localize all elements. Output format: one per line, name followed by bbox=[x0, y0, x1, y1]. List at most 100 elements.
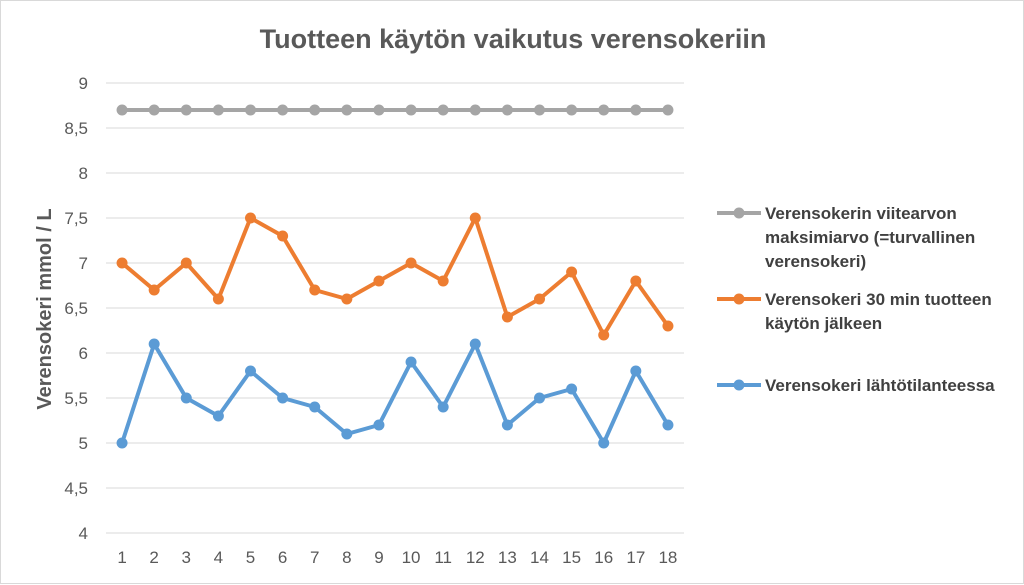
data-point bbox=[341, 428, 353, 440]
data-point bbox=[662, 320, 674, 332]
series-line bbox=[120, 216, 670, 337]
data-point bbox=[212, 293, 224, 305]
data-point bbox=[245, 365, 256, 377]
legend-label: Verensokeri 30 min tuotteen bbox=[765, 290, 992, 309]
data-point bbox=[148, 284, 160, 296]
x-axis-ticks: 1 2 3 4 5 6 7 8 9 10 11 12 13 14 15 16 17 18 bbox=[117, 548, 677, 567]
data-point bbox=[277, 392, 289, 404]
data-point bbox=[501, 311, 513, 323]
data-point bbox=[180, 392, 192, 404]
legend-label: käytön jälkeen bbox=[765, 314, 882, 333]
x-tick-label: 4 bbox=[214, 548, 223, 567]
data-point bbox=[373, 275, 385, 287]
x-tick-label: 14 bbox=[530, 548, 549, 567]
data-point bbox=[405, 257, 417, 269]
data-point bbox=[469, 338, 481, 350]
data-point bbox=[373, 104, 385, 116]
data-point bbox=[598, 437, 610, 449]
y-tick-label: 8,5 bbox=[64, 119, 88, 138]
x-tick-label: 16 bbox=[594, 548, 613, 567]
data-point bbox=[245, 212, 256, 224]
data-point bbox=[277, 230, 289, 242]
data-point bbox=[116, 257, 128, 269]
y-tick-label: 8 bbox=[79, 164, 88, 183]
data-point bbox=[566, 266, 578, 278]
y-tick-label: 5 bbox=[79, 434, 88, 453]
data-point bbox=[180, 104, 192, 116]
data-point bbox=[534, 293, 545, 305]
legend-item: Verensokeri lähtötilanteessa bbox=[717, 376, 995, 395]
data-point bbox=[309, 284, 321, 296]
legend-label: maksimiarvo (=turvallinen bbox=[765, 228, 975, 247]
data-point bbox=[566, 104, 578, 116]
x-tick-label: 15 bbox=[562, 548, 581, 567]
legend-label: verensokeri) bbox=[765, 252, 866, 271]
y-tick-label: 4 bbox=[79, 524, 88, 543]
gridlines bbox=[106, 82, 684, 534]
data-point bbox=[566, 383, 578, 395]
x-tick-label: 3 bbox=[182, 548, 191, 567]
data-point bbox=[469, 104, 481, 116]
data-point bbox=[630, 104, 642, 116]
y-tick-label: 5,5 bbox=[64, 389, 88, 408]
data-point bbox=[309, 104, 321, 116]
legend-item: Verensokerin viitearvon maksimiarvo (=tur… bbox=[717, 204, 975, 271]
series-3 bbox=[116, 338, 674, 449]
chart-title: Tuotteen käytön vaikutus verensokeriin bbox=[260, 24, 767, 54]
series-group bbox=[116, 104, 674, 449]
x-tick-label: 6 bbox=[278, 548, 287, 567]
data-point bbox=[501, 104, 513, 116]
x-tick-label: 7 bbox=[310, 548, 319, 567]
x-tick-label: 18 bbox=[658, 548, 677, 567]
y-tick-label: 7,5 bbox=[64, 209, 88, 228]
series-1 bbox=[116, 104, 674, 116]
x-tick-label: 11 bbox=[434, 548, 452, 567]
x-tick-label: 2 bbox=[149, 548, 158, 567]
x-tick-label: 1 bbox=[117, 548, 126, 567]
data-point bbox=[309, 401, 321, 413]
legend-label: Verensokerin viitearvon bbox=[765, 204, 957, 223]
data-point bbox=[341, 293, 353, 305]
x-tick-label: 13 bbox=[498, 548, 517, 567]
x-tick-label: 17 bbox=[626, 548, 645, 567]
data-point bbox=[598, 329, 610, 341]
y-tick-label: 4,5 bbox=[64, 479, 88, 498]
data-point bbox=[180, 257, 192, 269]
y-axis-ticks: 4 4,5 5 5,5 6 6,5 7 7,5 8 8,5 9 bbox=[64, 74, 88, 543]
data-point bbox=[501, 419, 513, 431]
data-point bbox=[534, 392, 545, 404]
series-2 bbox=[116, 212, 674, 341]
x-tick-label: 12 bbox=[466, 548, 485, 567]
y-tick-label: 6,5 bbox=[64, 299, 88, 318]
y-tick-label: 9 bbox=[79, 74, 88, 93]
data-point bbox=[662, 104, 674, 116]
legend: Verensokerin viitearvon maksimiarvo (=tur… bbox=[717, 204, 995, 395]
data-point bbox=[437, 401, 449, 413]
legend-item: Verensokeri 30 min tuotteen käytön jälkee… bbox=[717, 290, 992, 333]
y-tick-label: 7 bbox=[79, 254, 88, 273]
x-tick-label: 10 bbox=[402, 548, 421, 567]
data-point bbox=[212, 104, 224, 116]
data-point bbox=[148, 338, 160, 350]
data-point bbox=[277, 104, 289, 116]
y-tick-label: 6 bbox=[79, 344, 88, 363]
data-point bbox=[469, 212, 481, 224]
data-point bbox=[373, 419, 385, 431]
x-tick-label: 9 bbox=[374, 548, 383, 567]
data-point bbox=[116, 437, 128, 449]
data-point bbox=[630, 275, 642, 287]
data-point bbox=[341, 104, 353, 116]
data-point bbox=[212, 410, 224, 422]
data-point bbox=[534, 104, 545, 116]
legend-marker bbox=[733, 379, 745, 391]
legend-marker bbox=[733, 207, 745, 219]
y-axis-label: Verensokeri mmol / L bbox=[34, 208, 56, 409]
legend-label: Verensokeri lähtötilanteessa bbox=[765, 376, 995, 395]
data-point bbox=[598, 104, 610, 116]
data-point bbox=[148, 104, 160, 116]
x-tick-label: 5 bbox=[246, 548, 255, 567]
data-point bbox=[662, 419, 674, 431]
data-point bbox=[630, 365, 642, 377]
